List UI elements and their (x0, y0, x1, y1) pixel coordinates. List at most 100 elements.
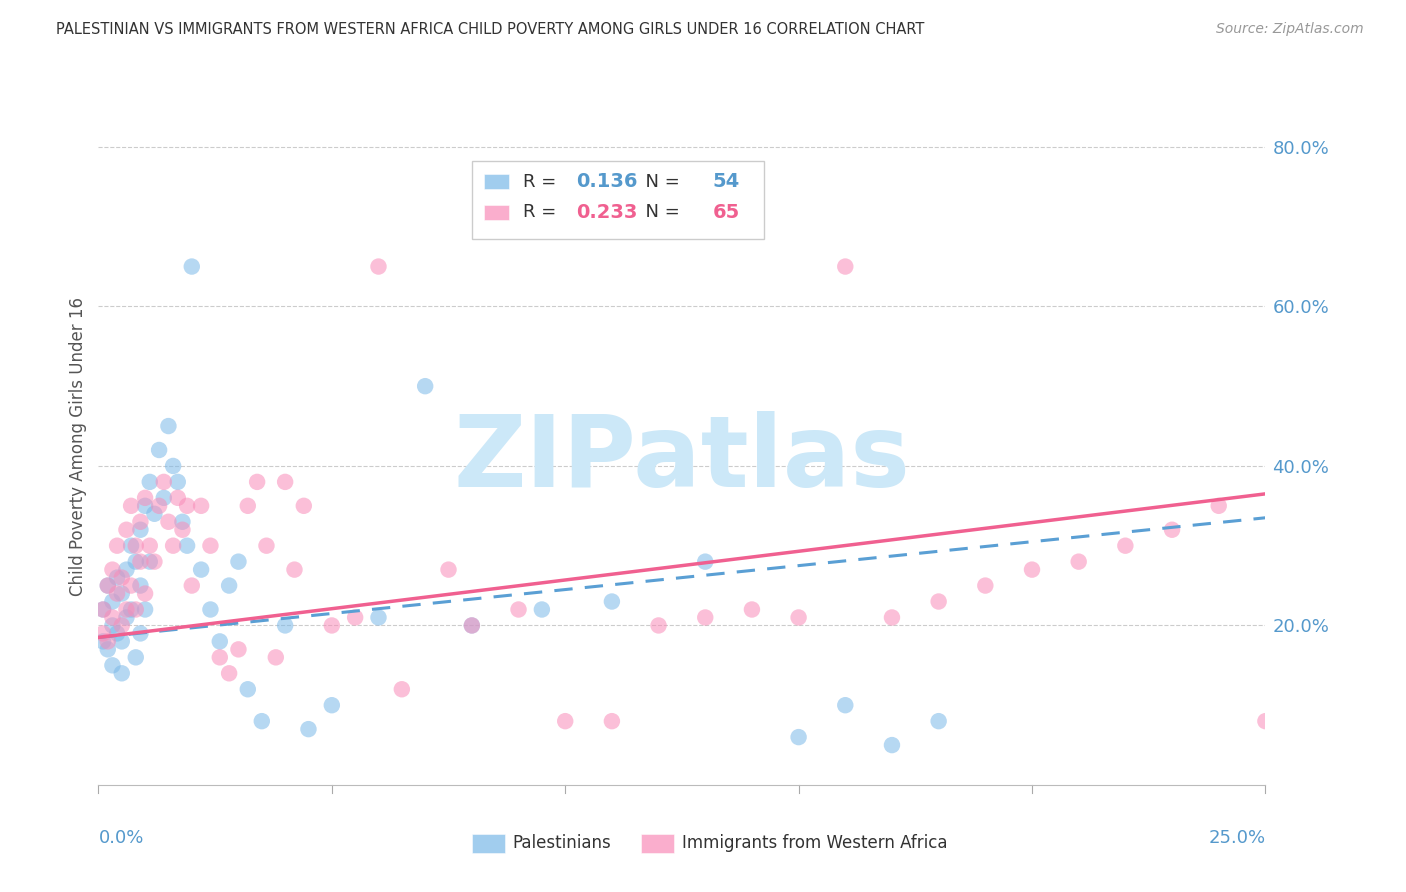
Point (166, 475, 188, 489)
Point (180, 578, 202, 592)
Point (111, 571, 134, 585)
Point (274, 618, 297, 632)
Point (292, 499, 315, 513)
Point (180, 260, 202, 274)
Text: 0.0%: 0.0% (98, 829, 143, 847)
Text: N =: N = (634, 203, 686, 221)
Point (97, 578, 120, 592)
Point (461, 618, 484, 632)
Point (115, 610, 138, 624)
Point (120, 499, 142, 513)
Point (172, 515, 194, 529)
Point (101, 658, 124, 673)
Text: Immigrants from Western Africa: Immigrants from Western Africa (682, 834, 948, 852)
Point (97, 642, 120, 657)
Point (600, 594, 623, 608)
Point (236, 682, 259, 697)
Point (172, 523, 194, 537)
Point (134, 602, 156, 616)
Text: Palestinians: Palestinians (513, 834, 612, 852)
Point (101, 563, 124, 577)
Point (139, 475, 162, 489)
Text: 54: 54 (713, 172, 740, 191)
Point (200, 602, 222, 616)
Point (1208, 499, 1230, 513)
Point (834, 698, 856, 713)
FancyBboxPatch shape (472, 834, 505, 853)
Point (91, 602, 114, 616)
Text: R =: R = (523, 203, 562, 221)
Point (111, 634, 134, 648)
Text: N =: N = (634, 173, 686, 191)
Point (834, 260, 856, 274)
Text: 0.136: 0.136 (575, 172, 637, 191)
Point (190, 563, 212, 577)
Point (283, 563, 305, 577)
Point (228, 555, 250, 569)
Point (152, 491, 174, 505)
Point (461, 618, 484, 632)
Text: 25.0%: 25.0% (1208, 829, 1265, 847)
Point (554, 714, 576, 728)
Point (91, 602, 114, 616)
Point (162, 539, 184, 553)
Point (974, 578, 997, 592)
Point (143, 507, 166, 521)
FancyBboxPatch shape (641, 834, 673, 853)
Point (1254, 714, 1277, 728)
Point (139, 539, 162, 553)
Point (125, 650, 148, 665)
Point (367, 610, 389, 624)
Point (1067, 555, 1090, 569)
Point (200, 539, 222, 553)
Point (787, 730, 810, 744)
Point (297, 722, 319, 736)
Point (1021, 563, 1043, 577)
Point (115, 523, 138, 537)
Point (162, 458, 184, 473)
Point (101, 618, 124, 632)
Point (344, 610, 367, 624)
Point (880, 610, 903, 624)
Point (176, 539, 198, 553)
Point (1114, 539, 1136, 553)
Point (101, 610, 124, 624)
Point (129, 523, 152, 537)
Point (208, 650, 231, 665)
Point (129, 578, 152, 592)
Point (157, 515, 180, 529)
Point (125, 602, 148, 616)
Point (208, 634, 231, 648)
Point (530, 602, 553, 616)
Point (111, 666, 134, 681)
Point (143, 555, 166, 569)
Point (105, 539, 128, 553)
Point (166, 491, 188, 505)
Point (125, 555, 148, 569)
Point (321, 618, 343, 632)
Point (120, 539, 142, 553)
Point (236, 499, 259, 513)
Point (105, 571, 128, 585)
Point (741, 602, 763, 616)
Point (928, 594, 950, 608)
Point (101, 594, 124, 608)
FancyBboxPatch shape (472, 161, 763, 239)
Point (695, 555, 717, 569)
Point (148, 499, 170, 513)
FancyBboxPatch shape (484, 204, 509, 219)
Point (218, 578, 240, 592)
Point (91, 634, 114, 648)
Point (1161, 523, 1184, 537)
Text: R =: R = (523, 173, 562, 191)
Point (787, 610, 810, 624)
Point (115, 602, 138, 616)
FancyBboxPatch shape (484, 174, 509, 189)
Text: Source: ZipAtlas.com: Source: ZipAtlas.com (1216, 22, 1364, 37)
Point (190, 499, 212, 513)
Text: PALESTINIAN VS IMMIGRANTS FROM WESTERN AFRICA CHILD POVERTY AMONG GIRLS UNDER 16: PALESTINIAN VS IMMIGRANTS FROM WESTERN A… (56, 22, 925, 37)
Point (321, 698, 343, 713)
Point (413, 379, 436, 393)
Point (695, 610, 717, 624)
Text: ZIPatlas: ZIPatlas (454, 411, 910, 508)
